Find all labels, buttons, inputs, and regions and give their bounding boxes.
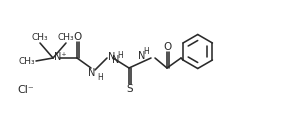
- Text: H: H: [97, 73, 103, 82]
- Text: N: N: [88, 68, 96, 78]
- Text: O: O: [164, 42, 172, 52]
- Text: H: H: [143, 48, 149, 57]
- Text: CH₃: CH₃: [58, 33, 74, 42]
- Text: O: O: [74, 32, 82, 42]
- Text: N: N: [108, 52, 115, 62]
- Text: H: H: [117, 51, 123, 60]
- Text: N⁺: N⁺: [54, 52, 67, 62]
- Text: Cl⁻: Cl⁻: [18, 85, 34, 95]
- Text: CH₃: CH₃: [32, 33, 48, 42]
- Text: N: N: [138, 51, 146, 61]
- Text: S: S: [127, 84, 133, 94]
- Text: N: N: [112, 55, 120, 65]
- Text: CH₃: CH₃: [19, 57, 35, 66]
